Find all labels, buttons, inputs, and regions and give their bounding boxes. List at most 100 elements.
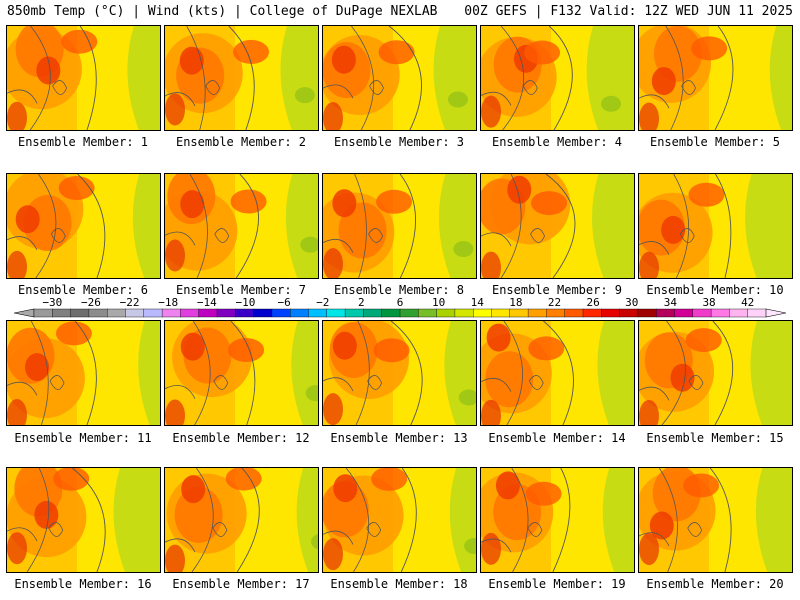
colorbar-min-arrow	[13, 308, 35, 318]
colorbar-swatch	[180, 308, 200, 318]
colorbar-max-arrow	[765, 308, 787, 318]
ensemble-member-map	[6, 320, 161, 426]
ensemble-member-label: Ensemble Member: 15	[646, 431, 784, 445]
colorbar-swatch	[564, 308, 584, 318]
colorbar-swatch	[161, 308, 181, 318]
colorbar-swatch	[399, 308, 419, 318]
ensemble-member-label: Ensemble Member: 1	[17, 135, 149, 149]
colorbar-swatch	[271, 308, 291, 318]
colorbar-tick-label: 18	[509, 296, 522, 309]
ensemble-member-map	[638, 467, 793, 573]
colorbar-swatch	[344, 308, 364, 318]
colorbar-tick-label: −22	[120, 296, 140, 309]
colorbar-swatch	[582, 308, 602, 318]
ensemble-member-label: Ensemble Member: 8	[333, 283, 465, 297]
ensemble-member-map	[480, 173, 635, 279]
colorbar-swatch	[601, 308, 621, 318]
colorbar-swatch	[70, 308, 90, 318]
ensemble-member-map	[480, 320, 635, 426]
colorbar-swatch	[527, 308, 547, 318]
colorbar-swatch	[326, 308, 346, 318]
colorbar-swatch	[88, 308, 108, 318]
colorbar-tick-label: −26	[81, 296, 101, 309]
ensemble-member-label: Ensemble Member: 4	[491, 135, 623, 149]
colorbar-tick-label: 38	[702, 296, 715, 309]
colorbar-swatch	[619, 308, 639, 318]
ensemble-member-label: Ensemble Member: 18	[330, 577, 468, 591]
ensemble-member-map	[638, 173, 793, 279]
colorbar-tick-label: 14	[471, 296, 485, 309]
ensemble-member-map	[480, 467, 635, 573]
colorbar-swatch	[381, 308, 401, 318]
colorbar-swatch	[216, 308, 236, 318]
colorbar-tick-label: 42	[741, 296, 754, 309]
colorbar-tick-label: −6	[277, 296, 290, 309]
ensemble-member-label: Ensemble Member: 20	[646, 577, 784, 591]
ensemble-member-map	[480, 25, 635, 131]
colorbar-tick-label: 22	[548, 296, 561, 309]
colorbar-swatch	[473, 308, 493, 318]
ensemble-member-map	[164, 320, 319, 426]
colorbar-tick-label: −2	[316, 296, 329, 309]
ensemble-member-map	[6, 25, 161, 131]
colorbar-tick-label: −10	[236, 296, 256, 309]
colorbar-tick-label: 10	[432, 296, 445, 309]
ensemble-member-map	[638, 25, 793, 131]
colorbar-swatch	[656, 308, 676, 318]
temperature-colorbar: −30 −26 −22 −18 −14 −10 −6 −2 2 6 10 14 18 22 26 30 34 38…	[13, 296, 787, 318]
ensemble-member-map	[164, 173, 319, 279]
ensemble-member-label: Ensemble Member: 5	[649, 135, 781, 149]
colorbar-tick-label: 2	[358, 296, 365, 309]
ensemble-member-map	[322, 173, 477, 279]
ensemble-member-label: Ensemble Member: 7	[175, 283, 307, 297]
ensemble-member-label: Ensemble Member: 12	[172, 431, 310, 445]
colorbar-swatch	[418, 308, 438, 318]
colorbar-swatch	[637, 308, 657, 318]
ensemble-member-label: Ensemble Member: 9	[491, 283, 623, 297]
colorbar-swatch	[198, 308, 218, 318]
ensemble-member-label: Ensemble Member: 6	[17, 283, 149, 297]
colorbar-tick-label: −30	[42, 296, 62, 309]
colorbar-swatch	[33, 308, 53, 318]
colorbar-swatch	[747, 308, 767, 318]
colorbar-swatch	[436, 308, 456, 318]
colorbar-tick-label: 34	[664, 296, 678, 309]
ensemble-member-map	[6, 467, 161, 573]
ensemble-member-map	[322, 467, 477, 573]
colorbar-tick-label: 30	[625, 296, 638, 309]
colorbar-tick-label: 6	[397, 296, 404, 309]
ensemble-member-label: Ensemble Member: 2	[175, 135, 307, 149]
ensemble-member-label: Ensemble Member: 19	[488, 577, 626, 591]
ensemble-member-label: Ensemble Member: 13	[330, 431, 468, 445]
colorbar-swatch	[692, 308, 712, 318]
colorbar-swatch	[52, 308, 72, 318]
ensemble-member-label: Ensemble Member: 11	[14, 431, 152, 445]
colorbar-swatch	[235, 308, 255, 318]
colorbar-swatch	[729, 308, 749, 318]
ensemble-member-label: Ensemble Member: 14	[488, 431, 626, 445]
colorbar-tick-label: −18	[158, 296, 178, 309]
ensemble-member-label: Ensemble Member: 16	[14, 577, 152, 591]
colorbar-swatch	[253, 308, 273, 318]
colorbar-swatch	[546, 308, 566, 318]
colorbar-swatch	[509, 308, 529, 318]
colorbar-swatch	[454, 308, 474, 318]
colorbar-swatch	[125, 308, 145, 318]
ensemble-member-label: Ensemble Member: 3	[333, 135, 465, 149]
colorbar-swatch	[143, 308, 163, 318]
colorbar-tick-label: 26	[587, 296, 600, 309]
colorbar-swatch	[308, 308, 328, 318]
ensemble-member-map	[6, 173, 161, 279]
ensemble-member-label: Ensemble Member: 17	[172, 577, 310, 591]
colorbar-swatch	[710, 308, 730, 318]
model-valid-time: 00Z GEFS | F132 Valid: 12Z WED JUN 11 20…	[464, 4, 793, 19]
ensemble-member-map	[322, 25, 477, 131]
ensemble-member-map	[638, 320, 793, 426]
colorbar-swatch	[290, 308, 310, 318]
ensemble-member-label: Ensemble Member: 10	[646, 283, 784, 297]
colorbar-tick-label: −14	[197, 296, 217, 309]
colorbar-swatch	[674, 308, 694, 318]
colorbar-swatch	[106, 308, 126, 318]
colorbar-swatch	[363, 308, 383, 318]
colorbar-swatch	[491, 308, 511, 318]
